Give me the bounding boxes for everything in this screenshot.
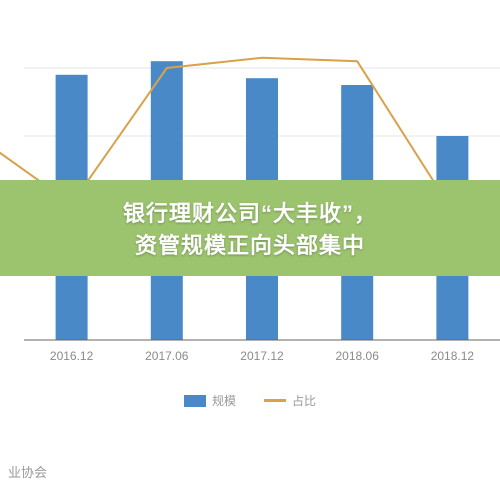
x-axis-label: 2016.12 <box>50 349 94 363</box>
chart-legend: 规模 占比 <box>0 392 500 409</box>
legend-bar-label: 规模 <box>212 392 236 409</box>
x-axis-label: 2017.06 <box>145 349 189 363</box>
bar <box>151 61 183 340</box>
chart-svg: 2016.12 2017.06 2017.12 2018.06 2018.12 <box>0 0 500 420</box>
legend-line-label: 占比 <box>292 392 316 409</box>
x-axis-label: 2017.12 <box>240 349 284 363</box>
legend-item-bar: 规模 <box>184 392 236 409</box>
bar <box>341 85 373 340</box>
bar <box>56 75 88 340</box>
legend-line-swatch <box>264 399 286 402</box>
x-axis-label: 2018.12 <box>431 349 475 363</box>
footer-source-text: 业协会 <box>8 462 47 481</box>
bar <box>436 136 468 340</box>
bar <box>246 78 278 340</box>
legend-bar-swatch <box>184 395 206 407</box>
chart-container: 2016.122017.062017.122018.062018.12 银行理财… <box>0 0 500 500</box>
x-axis-label: 2018.06 <box>336 349 380 363</box>
legend-item-line: 占比 <box>264 392 316 409</box>
